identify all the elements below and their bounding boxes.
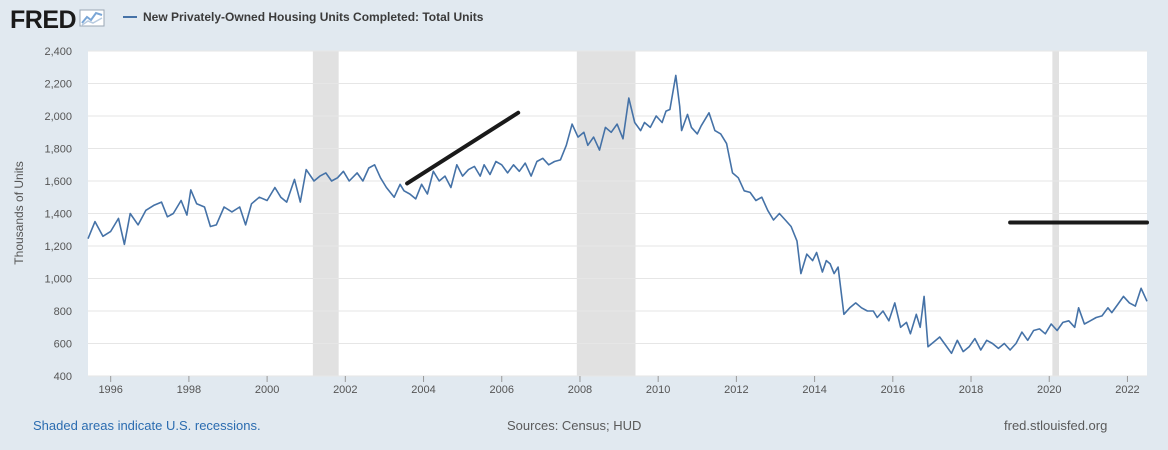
recessions-note-link[interactable]: Shaded areas indicate U.S. recessions. xyxy=(33,418,261,433)
fred-logo[interactable]: FRED xyxy=(10,6,105,35)
x-tick-label: 2008 xyxy=(568,384,592,396)
x-tick-label: 2010 xyxy=(646,384,670,396)
fred-site-link[interactable]: fred.stlouisfed.org xyxy=(1004,418,1108,433)
legend-line-swatch xyxy=(123,16,137,18)
x-tick-label: 1996 xyxy=(98,384,122,396)
series-layer xyxy=(87,74,1148,355)
x-tick-label: 2012 xyxy=(724,384,748,396)
y-axis-label: Thousands of Units xyxy=(12,161,26,264)
x-tick-label: 2004 xyxy=(411,384,435,396)
series-title: New Privately-Owned Housing Units Comple… xyxy=(143,10,484,24)
series-legend: New Privately-Owned Housing Units Comple… xyxy=(123,10,483,24)
x-tick-label: 2002 xyxy=(333,384,357,396)
fred-logo-text: FRED xyxy=(10,5,77,34)
y-tick-label: 600 xyxy=(54,339,72,351)
sources-text: Sources: Census; HUD xyxy=(507,418,642,433)
grid-layer xyxy=(88,50,1147,377)
y-tick-label: 1,600 xyxy=(44,176,72,188)
x-tick-label: 2022 xyxy=(1115,384,1139,396)
y-axis-ticks: 400 600 800 1,000 1,200 1,400 1,600 1,800 2,000 2… xyxy=(44,46,72,383)
x-tick-label: 2014 xyxy=(802,384,826,396)
x-axis-ticks: 1996 1998 2000 2002 2004 2006 2008 2010 2012 2014… xyxy=(98,376,1140,396)
trend-annotation-line xyxy=(405,110,521,186)
series-line xyxy=(87,74,1148,355)
header: FRED xyxy=(10,6,105,34)
x-tick-label: 2020 xyxy=(1037,384,1061,396)
y-tick-label: 2,400 xyxy=(44,46,72,58)
x-tick-label: 2006 xyxy=(490,384,514,396)
x-tick-label: 2018 xyxy=(959,384,983,396)
x-tick-label: 2016 xyxy=(881,384,905,396)
y-tick-label: 800 xyxy=(54,306,72,318)
y-tick-label: 1,800 xyxy=(44,144,72,156)
y-tick-label: 2,000 xyxy=(44,111,72,123)
x-tick-label: 2000 xyxy=(255,384,279,396)
y-tick-label: 2,200 xyxy=(44,79,72,91)
x-tick-label: 1998 xyxy=(177,384,201,396)
y-tick-label: 1,200 xyxy=(44,241,72,253)
trend-layer xyxy=(405,110,1149,225)
y-tick-label: 1,400 xyxy=(44,209,72,221)
fred-chart-logo-icon xyxy=(79,8,105,33)
y-tick-label: 400 xyxy=(54,371,72,383)
y-tick-label: 1,000 xyxy=(44,274,72,286)
